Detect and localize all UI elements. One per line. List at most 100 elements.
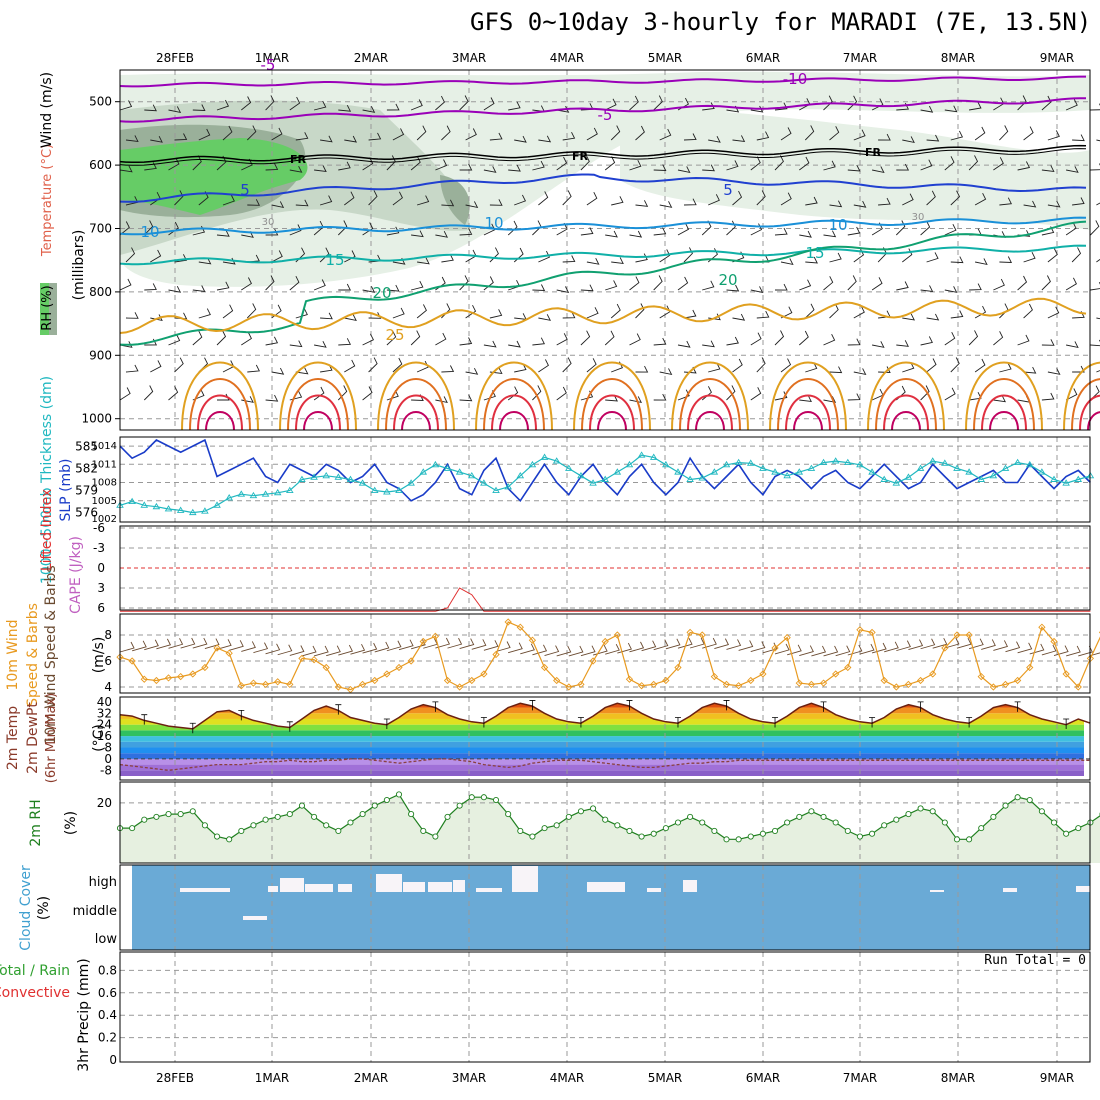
date-label-bottom: 28FEB: [156, 1071, 194, 1085]
wind-barb: [689, 637, 705, 649]
contour-label: 20: [372, 284, 391, 302]
wind-barb: [799, 279, 812, 291]
cloud-bar: [243, 916, 267, 920]
wind-barb: [750, 387, 762, 401]
wind-barb: [277, 644, 293, 656]
rh-point: [844, 827, 851, 834]
wind-barb: [926, 134, 940, 142]
wind-speed-point: [286, 680, 294, 689]
wind-speed-point: [1050, 637, 1058, 646]
wind-barb: [780, 358, 792, 373]
date-label-top: 4MAR: [550, 51, 585, 65]
wind-barb: [884, 641, 899, 653]
wind-barb: [974, 126, 986, 141]
wind-barb: [653, 275, 663, 291]
wind-barb: [216, 99, 230, 111]
thickness-point: [1013, 458, 1022, 466]
slp-line: [119, 438, 1091, 503]
thickness-point: [831, 457, 840, 464]
wind-barb: [265, 228, 279, 236]
wind-barb: [229, 640, 244, 651]
warm-contour: [401, 411, 431, 431]
slp-tick-label: 1005: [92, 496, 117, 507]
wind-speed-point: [977, 672, 985, 681]
wind-barb: [459, 394, 473, 402]
wind-barb: [829, 200, 843, 208]
wind-barb: [799, 395, 812, 402]
thickness-point: [662, 460, 670, 468]
wind-barb: [168, 334, 181, 346]
wind-barb: [538, 314, 552, 321]
wind-barb: [780, 258, 794, 266]
temperature-band: [120, 718, 1084, 725]
wind-barb: [944, 387, 956, 401]
wind-barb: [805, 196, 818, 206]
wind-barb: [908, 639, 924, 651]
rh-point: [1063, 830, 1070, 837]
wind-speed-point: [468, 676, 476, 685]
thickness-point: [176, 506, 185, 513]
wind-barb: [708, 135, 721, 143]
wind-barb: [1023, 126, 1034, 141]
rh-point: [614, 822, 621, 829]
wind-barb: [653, 639, 669, 651]
thickness-point: [1074, 475, 1083, 482]
wind-barb: [338, 161, 351, 171]
wind-speed-point: [225, 649, 233, 657]
slp-tick-label: 1011: [92, 459, 117, 470]
wind-barb: [853, 305, 865, 319]
wind-barb: [1047, 248, 1058, 263]
wind-barb: [362, 386, 373, 401]
precip-total-label: Total / Rain: [0, 963, 70, 979]
wind-barb: [483, 97, 495, 111]
thickness-point: [443, 464, 452, 471]
wind-barb: [410, 330, 421, 346]
rh-point: [529, 833, 536, 840]
wind-barb: [629, 230, 643, 238]
contour-label: -10: [783, 70, 808, 88]
wind-barb: [386, 226, 400, 236]
wind-barb: [271, 127, 283, 141]
temperature-fill: [120, 703, 1084, 776]
warm-contour: [475, 361, 553, 431]
thickness-point: [965, 468, 973, 475]
wind-barb: [829, 126, 840, 141]
wind-barb: [756, 357, 766, 373]
wind-barb: [483, 166, 497, 173]
wind-barb: [1090, 339, 1100, 347]
wind-speed-point: [334, 683, 342, 691]
wind-barb: [896, 340, 909, 347]
wind-speed-point: [1038, 623, 1046, 631]
wind-speed-point: [480, 670, 488, 678]
wind-barb: [774, 155, 784, 171]
wind-speed-point: [880, 676, 888, 685]
thickness-point: [370, 486, 379, 493]
rh-point: [602, 816, 609, 823]
wind-barb: [732, 313, 746, 321]
wind-barb: [702, 280, 715, 291]
wind-barb: [823, 95, 833, 111]
temperature-band: [120, 724, 1084, 731]
thickness-point: [273, 488, 282, 496]
wind-barb: [216, 330, 227, 346]
wind-barb: [586, 191, 598, 206]
thickness-point: [649, 453, 658, 460]
wind-barb: [514, 313, 527, 320]
wind-speed-point: [371, 676, 379, 685]
wind-barb: [780, 192, 792, 206]
date-label-bottom: 5MAR: [648, 1071, 683, 1085]
dewpoint-axis-label: 2m DewPt: [25, 702, 41, 774]
wind-barb: [362, 333, 375, 346]
warm-contour: [385, 378, 447, 431]
wind-barb: [968, 638, 984, 650]
wind-speed-point: [516, 623, 524, 631]
wind-barb: [168, 285, 182, 293]
wind-barb: [708, 362, 721, 373]
thickness-point: [1050, 475, 1058, 482]
warm-contour: [883, 394, 929, 431]
vertical-gridlines: [174, 782, 1058, 863]
wind-barb: [1065, 277, 1077, 291]
thickness-point: [722, 460, 731, 468]
wind-barb: [459, 638, 475, 650]
wind-barb: [774, 227, 788, 236]
